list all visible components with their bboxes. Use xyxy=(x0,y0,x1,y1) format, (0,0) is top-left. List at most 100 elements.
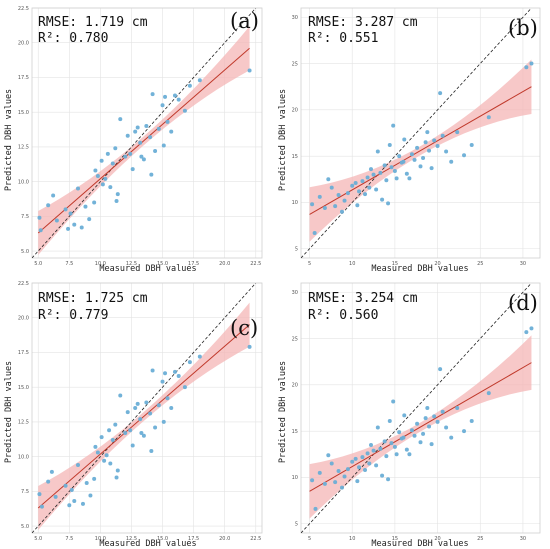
panel-b-data-point xyxy=(429,166,434,171)
panel-c-data-point xyxy=(63,483,68,488)
panel-c-y-tick-label: 12.5 xyxy=(18,420,29,426)
panel-c-data-point xyxy=(156,403,161,408)
panel-d-data-point xyxy=(427,424,432,429)
panel-d-data-point xyxy=(409,428,414,433)
panel-a-data-point xyxy=(149,172,154,177)
panel-d-y-tick-label: 5 xyxy=(295,522,298,528)
panel-a-x-tick-label: 22.5 xyxy=(250,261,261,267)
panel-d-data-point xyxy=(326,453,331,458)
panel-c-data-point xyxy=(144,400,149,405)
panel-d-x-tick-label: 5 xyxy=(308,536,311,542)
panel-b-data-point xyxy=(469,143,474,148)
panel-b-data-point xyxy=(336,193,341,198)
panel-a-data-point xyxy=(105,151,110,156)
panel-b-data-point xyxy=(423,140,428,145)
panel-a-label: (a) xyxy=(230,9,259,33)
panel-b-data-point xyxy=(438,91,443,96)
panel-d-data-point xyxy=(387,418,392,423)
panel-b-data-point xyxy=(391,123,396,128)
panel-b-data-point xyxy=(345,191,350,196)
panel-d-data-point xyxy=(432,414,437,419)
panel-a-data-point xyxy=(37,215,42,220)
panel-b-x-tick-label: 25 xyxy=(477,261,483,267)
panel-c-data-point xyxy=(130,443,135,448)
panel-c-data-point xyxy=(95,450,100,455)
panel-a-rmse-text: RMSE: 1.719 cm xyxy=(38,15,148,30)
panel-a-data-point xyxy=(115,192,120,197)
panel-d-data-point xyxy=(529,326,534,331)
panel-c-data-point xyxy=(163,371,168,376)
panel-a-data-point xyxy=(160,103,165,108)
panel-c-data-point xyxy=(93,444,98,449)
panel-a-data-point xyxy=(76,186,80,191)
panel-d-data-point xyxy=(423,416,428,421)
panel-b-data-point xyxy=(371,172,376,177)
panel-a-data-point xyxy=(144,124,149,129)
panel-d-data-point xyxy=(391,399,396,404)
panel-a-data-point xyxy=(182,108,187,113)
panel-d: 5 10 15 20 25 30 5 10 15 20 25 30 RMSE: 3.254 cm R²… xyxy=(278,282,541,549)
panel-a-x-axis-label: Measured DBH values xyxy=(99,264,196,274)
panel-b-data-point xyxy=(425,130,430,135)
panel-b-data-point xyxy=(397,154,402,159)
panel-d-y-tick-label: 20 xyxy=(292,383,298,389)
panel-b-data-point xyxy=(394,176,399,181)
panel-d-identity-line xyxy=(301,283,532,533)
panel-a-data-point xyxy=(95,174,100,179)
panel-d-data-point xyxy=(469,418,474,423)
panel-a-data-point xyxy=(141,157,146,162)
panel-a-data-point xyxy=(156,126,161,131)
panel-d-data-point xyxy=(444,425,449,430)
panel-a-identity-line xyxy=(32,8,257,258)
panel-d-data-point xyxy=(404,447,409,452)
panel-a-data-point xyxy=(247,68,252,73)
panel-d-x-tick-label: 25 xyxy=(477,536,483,542)
panel-c-data-point xyxy=(110,437,115,442)
panel-c-data-point xyxy=(161,419,166,424)
panel-b-x-tick-label: 30 xyxy=(520,261,526,267)
panel-c-data-point xyxy=(176,374,181,379)
panel-d-y-axis-label: Predicted DBH values xyxy=(278,361,288,463)
panel-d-data-point xyxy=(418,440,423,445)
panel-c-x-tick-label: 20.0 xyxy=(219,536,230,542)
panel-b-x-axis-label: Measured DBH values xyxy=(371,264,468,274)
panel-c-data-point xyxy=(53,494,58,499)
panel-b-data-point xyxy=(412,157,417,162)
panel-d-data-point xyxy=(371,448,376,453)
panel-d-data-point xyxy=(365,451,370,456)
panel-b: 5 10 15 20 25 30 5 10 15 20 25 30 RMSE: 3.287 cm R²… xyxy=(278,7,541,274)
panel-c-x-tick-label: 10.0 xyxy=(95,536,106,542)
panel-d-r2-text: R²: 0.560 xyxy=(308,308,378,323)
panel-c-data-point xyxy=(153,425,158,430)
panel-d-data-point xyxy=(462,429,467,434)
panel-b-data-point xyxy=(317,194,322,199)
panel-d-x-tick-label: 20 xyxy=(434,536,440,542)
panel-c-data-point xyxy=(139,431,144,435)
panel-d-data-point xyxy=(486,391,491,396)
panel-b-data-point xyxy=(329,185,334,190)
panel-a-data-point xyxy=(51,193,56,198)
panel-c-data-point xyxy=(172,369,177,374)
panel-b-identity-line xyxy=(301,8,532,258)
panel-c-y-tick-label: 7.5 xyxy=(21,489,29,495)
panel-a-data-point xyxy=(125,133,130,138)
panel-d-data-point xyxy=(438,367,443,372)
panel-b-data-point xyxy=(355,203,360,208)
panel-a-data-point xyxy=(108,185,113,190)
panel-b-x-tick-label: 20 xyxy=(434,261,440,267)
panel-c-x-tick-label: 17.5 xyxy=(188,536,199,542)
panel-b-data-point xyxy=(449,159,454,164)
panel-a-data-point xyxy=(93,168,98,173)
panel-c-x-tick-label: 22.5 xyxy=(250,536,261,542)
panel-c-data-point xyxy=(115,468,120,473)
panel-b-data-point xyxy=(339,209,344,214)
panel-d-y-tick-label: 10 xyxy=(292,475,298,481)
panel-c-data-point xyxy=(123,431,128,435)
panel-a-data-point xyxy=(153,149,158,154)
panel-c-plot-area: 5.0 7.5 10.0 12.5 15.0 17.5 20.0 22.5 5.0 7.5 10.0… xyxy=(18,281,263,542)
panel-c-data-point xyxy=(150,368,155,373)
panel-d-data-point xyxy=(367,461,372,466)
panel-c-data-point xyxy=(169,406,174,410)
panel-c-y-tick-label: 22.5 xyxy=(18,281,29,287)
